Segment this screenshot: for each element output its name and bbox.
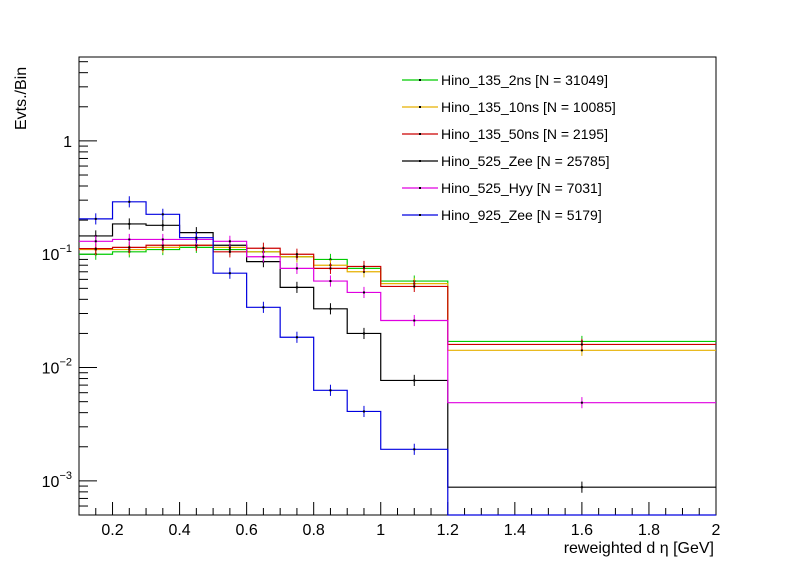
data-point	[262, 306, 265, 309]
data-point	[362, 410, 365, 413]
data-point	[362, 332, 365, 335]
x-tick-label: 1.8	[638, 522, 660, 539]
legend-label: Hino_525_Zee [N = 25785]	[441, 153, 610, 169]
legend-marker	[419, 214, 421, 216]
y-tick-base: 1	[63, 134, 72, 151]
data-point	[128, 246, 131, 249]
y-tick-labels: 10−310−210−11	[42, 134, 72, 491]
data-point	[161, 238, 164, 241]
legend-marker	[419, 160, 421, 162]
series-line	[79, 244, 716, 346]
y-tick-label: 10−2	[42, 357, 72, 378]
data-point	[580, 486, 583, 489]
y-tick-label: 10−3	[42, 470, 72, 491]
series-line	[79, 238, 716, 404]
data-point	[161, 224, 164, 227]
y-tick-label: 10−1	[42, 243, 72, 264]
data-point	[94, 240, 97, 243]
legend-marker	[419, 106, 421, 108]
data-point	[580, 401, 583, 404]
legend-item-1: Hino_135_10ns [N = 10085]	[402, 99, 616, 115]
legend-label: Hino_135_10ns [N = 10085]	[441, 99, 616, 115]
legend: Hino_135_2ns [N = 31049] Hino_135_10ns [N…	[402, 72, 616, 223]
data-point	[195, 244, 198, 247]
data-point	[161, 244, 164, 247]
data-point	[362, 265, 365, 268]
data-point	[128, 200, 131, 203]
series-layer	[79, 196, 716, 516]
y-tick-exponent: −3	[59, 470, 72, 482]
legend-marker	[419, 79, 421, 81]
legend-item-5: Hino_925_Zee [N = 5179]	[402, 207, 602, 223]
data-point	[128, 222, 131, 225]
data-point	[161, 213, 164, 216]
data-point	[580, 349, 583, 352]
data-point	[295, 336, 298, 339]
data-point	[94, 247, 97, 250]
data-point	[195, 236, 198, 239]
x-tick-label: 1.2	[437, 522, 459, 539]
data-point	[329, 258, 332, 261]
data-point	[228, 240, 231, 243]
x-axis-title: reweighted d η [GeV]	[564, 540, 714, 557]
x-tick-label: 0.6	[236, 522, 258, 539]
y-tick-exponent: −1	[59, 243, 72, 255]
legend-label: Hino_135_2ns [N = 31049]	[441, 72, 608, 88]
legend-item-3: Hino_525_Zee [N = 25785]	[402, 153, 610, 169]
data-point	[329, 389, 332, 392]
data-point	[128, 238, 131, 241]
series-5	[79, 196, 716, 516]
legend-item-0: Hino_135_2ns [N = 31049]	[402, 72, 608, 88]
legend-item-2: Hino_135_50ns [N = 2195]	[402, 126, 608, 142]
data-point	[228, 250, 231, 253]
x-tick-label: 0.4	[168, 522, 190, 539]
data-point	[329, 307, 332, 310]
data-point	[262, 247, 265, 250]
legend-item-4: Hino_525_Hyy [N = 7031]	[402, 180, 602, 196]
data-point	[413, 285, 416, 288]
data-point	[295, 253, 298, 256]
data-point	[580, 343, 583, 346]
legend-label: Hino_925_Zee [N = 5179]	[441, 207, 602, 223]
data-point	[262, 255, 265, 258]
minor-ticks	[78, 61, 717, 516]
y-tick-exponent: −2	[59, 357, 72, 369]
x-tick-label: 1.4	[504, 522, 526, 539]
x-tick-label: 0.2	[101, 522, 123, 539]
y-tick-base: 10	[42, 247, 60, 264]
series-2	[79, 239, 716, 351]
data-point	[362, 291, 365, 294]
data-point	[413, 379, 416, 382]
data-point	[329, 280, 332, 283]
x-tick-label: 1	[376, 522, 385, 539]
legend-label: Hino_525_Hyy [N = 7031]	[441, 180, 602, 196]
data-point	[413, 448, 416, 451]
x-tick-labels: 0.2 0.4 0.6 0.8 1 1.2 1.4 1.6 1.8 2	[101, 522, 720, 539]
data-point	[228, 272, 231, 275]
legend-marker	[419, 187, 421, 189]
legend-marker	[419, 133, 421, 135]
y-tick-base: 10	[42, 474, 60, 491]
data-point	[295, 267, 298, 270]
x-tick-label: 1.6	[571, 522, 593, 539]
y-axis-title: Evts./Bin	[13, 67, 30, 130]
data-point	[413, 319, 416, 322]
y-tick-base: 10	[42, 361, 60, 378]
legend-label: Hino_135_50ns [N = 2195]	[441, 126, 608, 142]
data-point	[94, 217, 97, 220]
data-point	[295, 286, 298, 289]
y-tick-label: 1	[63, 134, 72, 151]
x-tick-label: 0.8	[303, 522, 325, 539]
data-point	[329, 267, 332, 270]
x-tick-label: 2	[712, 522, 721, 539]
